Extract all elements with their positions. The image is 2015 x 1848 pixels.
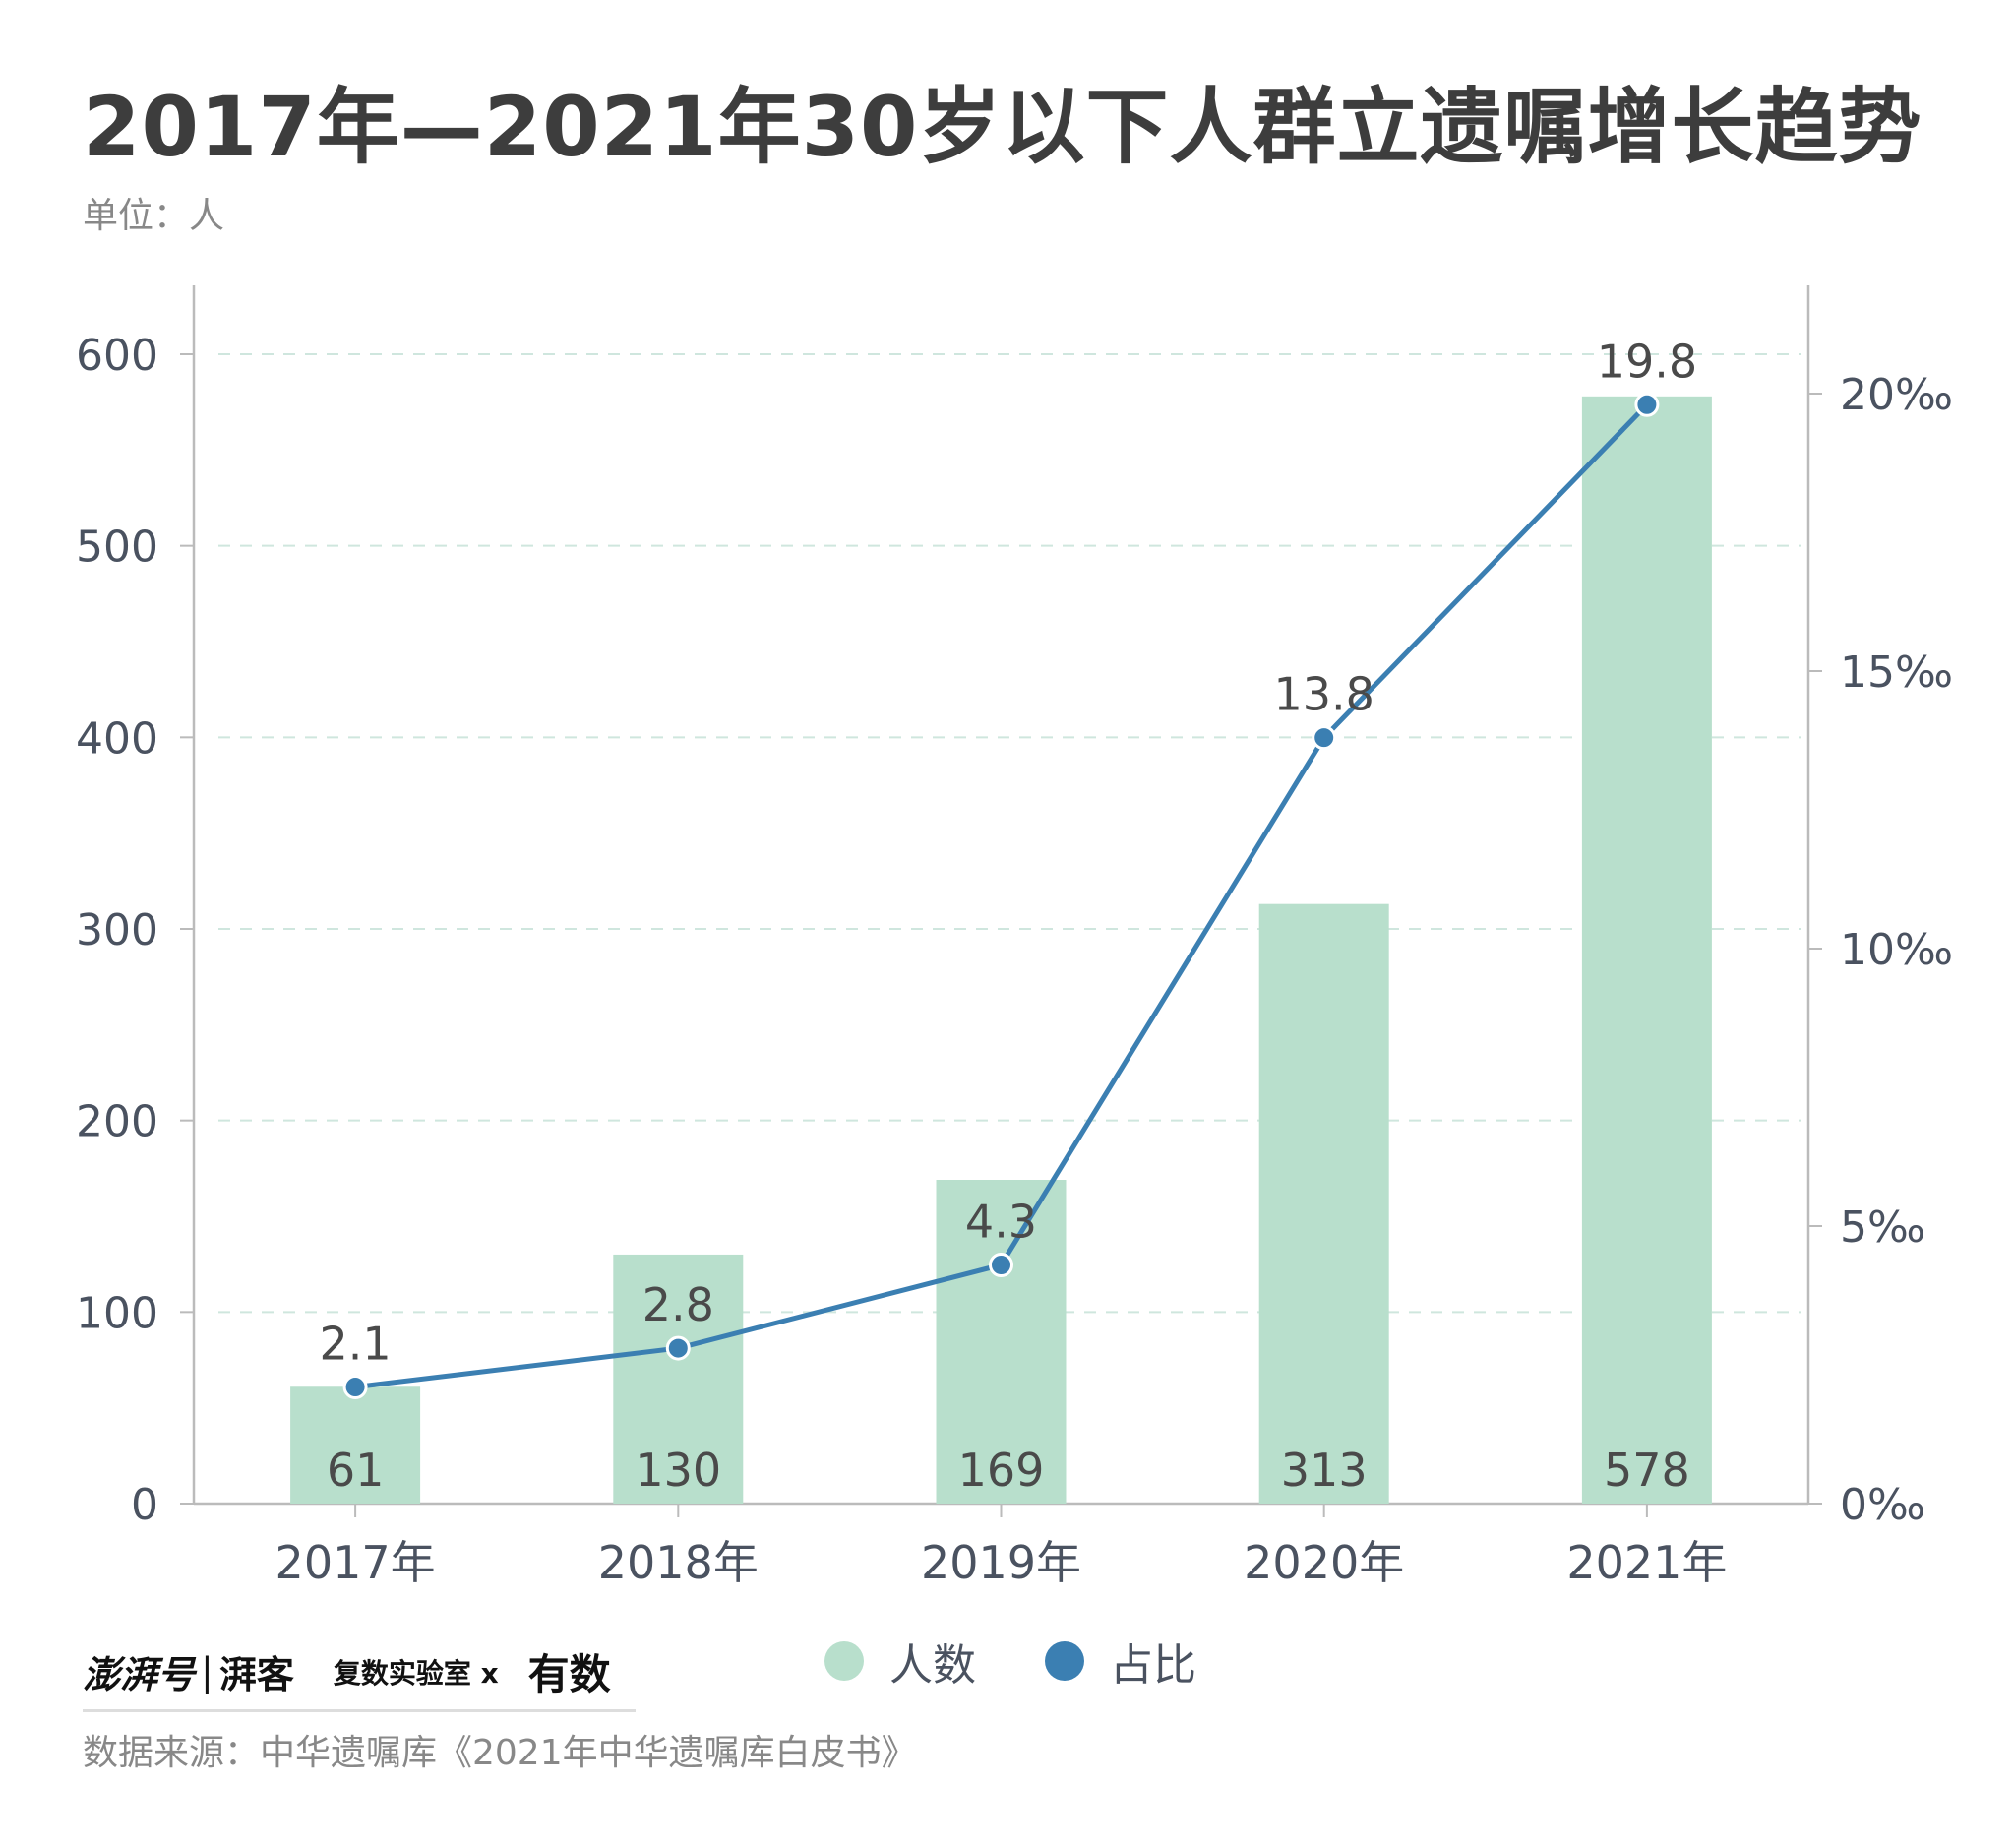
data-source: 数据来源：中华遗嘱库《2021年中华遗嘱库白皮书》 <box>83 1733 917 1773</box>
brand-logo-partner: 有数 <box>527 1650 611 1698</box>
bar <box>613 1254 744 1504</box>
legend-label-ratio: 占比 <box>1110 1640 1196 1691</box>
grid-lines <box>218 353 1801 1314</box>
chart-legend: 人数 占比 <box>824 1630 1265 1693</box>
legend-label-count: 人数 <box>889 1640 976 1691</box>
bar-series <box>290 396 1712 1504</box>
ratio-value-label: 2.8 <box>642 1278 714 1331</box>
y-tick-label: 0 <box>131 1480 158 1530</box>
combo-chart: 0 100 200 300 400 500 600 0‰ 5‰ 10‰ 15‰ 20‰ 2017年 201… <box>76 285 1953 1589</box>
bar-value-label: 578 <box>1604 1444 1690 1497</box>
legend-swatch-count <box>824 1641 864 1681</box>
legend-item-ratio: 占比 <box>1045 1630 1196 1693</box>
chart-title: 2017年—2021年30岁以下人群立遗嘱增长趋势 <box>83 79 1923 175</box>
y2-tick-label: 20‰ <box>1840 370 1953 420</box>
bar-value-label: 130 <box>635 1444 721 1497</box>
y2-tick-label: 5‰ <box>1840 1202 1925 1253</box>
legend-swatch-ratio <box>1045 1641 1084 1681</box>
x-tick-label: 2017年 <box>275 1536 436 1589</box>
axes: 0 100 200 300 400 500 600 0‰ 5‰ 10‰ 15‰ 20‰ 2017年 201… <box>76 285 1953 1589</box>
ratio-value-label: 4.3 <box>965 1195 1037 1248</box>
brand-lab-name: 复数实验室 x <box>333 1656 499 1690</box>
x-tick-label: 2021年 <box>1566 1536 1727 1589</box>
ratio-point <box>1312 725 1337 751</box>
y-tick-label: 600 <box>76 331 158 381</box>
ratio-point <box>1634 392 1660 417</box>
y-tick-label: 100 <box>76 1288 158 1338</box>
ratio-point <box>989 1252 1013 1277</box>
legend-item-count: 人数 <box>824 1630 976 1693</box>
data-labels: 61 130 169 313 578 2.1 2.8 4.3 13.8 19.8 <box>320 335 1698 1497</box>
ratio-value-label: 2.1 <box>320 1318 392 1371</box>
brand-logos: 澎湃号 | 湃客 复数实验室 x 有数 <box>83 1641 611 1701</box>
bar <box>1258 903 1389 1504</box>
bar-value-label: 61 <box>327 1444 385 1497</box>
y-tick-label: 500 <box>76 523 158 573</box>
x-tick-label: 2018年 <box>598 1536 759 1589</box>
footer-divider <box>83 1709 636 1712</box>
bar <box>1581 396 1712 1504</box>
unit-label: 单位：人 <box>83 196 225 236</box>
bar <box>936 1180 1067 1504</box>
y2-tick-label: 15‰ <box>1840 647 1953 698</box>
y-tick-label: 300 <box>76 905 158 955</box>
line-series <box>342 392 1660 1400</box>
ratio-value-label: 19.8 <box>1597 335 1697 388</box>
brand-logo-paike: 湃客 <box>218 1652 294 1696</box>
y2-tick-label: 0‰ <box>1840 1480 1925 1530</box>
x-tick-label: 2020年 <box>1244 1536 1404 1589</box>
y-tick-label: 200 <box>76 1097 158 1147</box>
bar-value-label: 169 <box>958 1444 1045 1497</box>
x-tick-label: 2019年 <box>921 1536 1081 1589</box>
brand-logo-thepaper: 澎湃号 <box>83 1652 196 1696</box>
y2-tick-label: 10‰ <box>1840 925 1953 975</box>
ratio-point <box>665 1335 691 1361</box>
ratio-value-label: 13.8 <box>1273 668 1374 721</box>
bar <box>290 1386 421 1504</box>
brand-separator: | <box>201 1649 214 1694</box>
y-tick-label: 400 <box>76 713 158 764</box>
bar-value-label: 313 <box>1281 1444 1368 1497</box>
ratio-point <box>342 1375 368 1400</box>
